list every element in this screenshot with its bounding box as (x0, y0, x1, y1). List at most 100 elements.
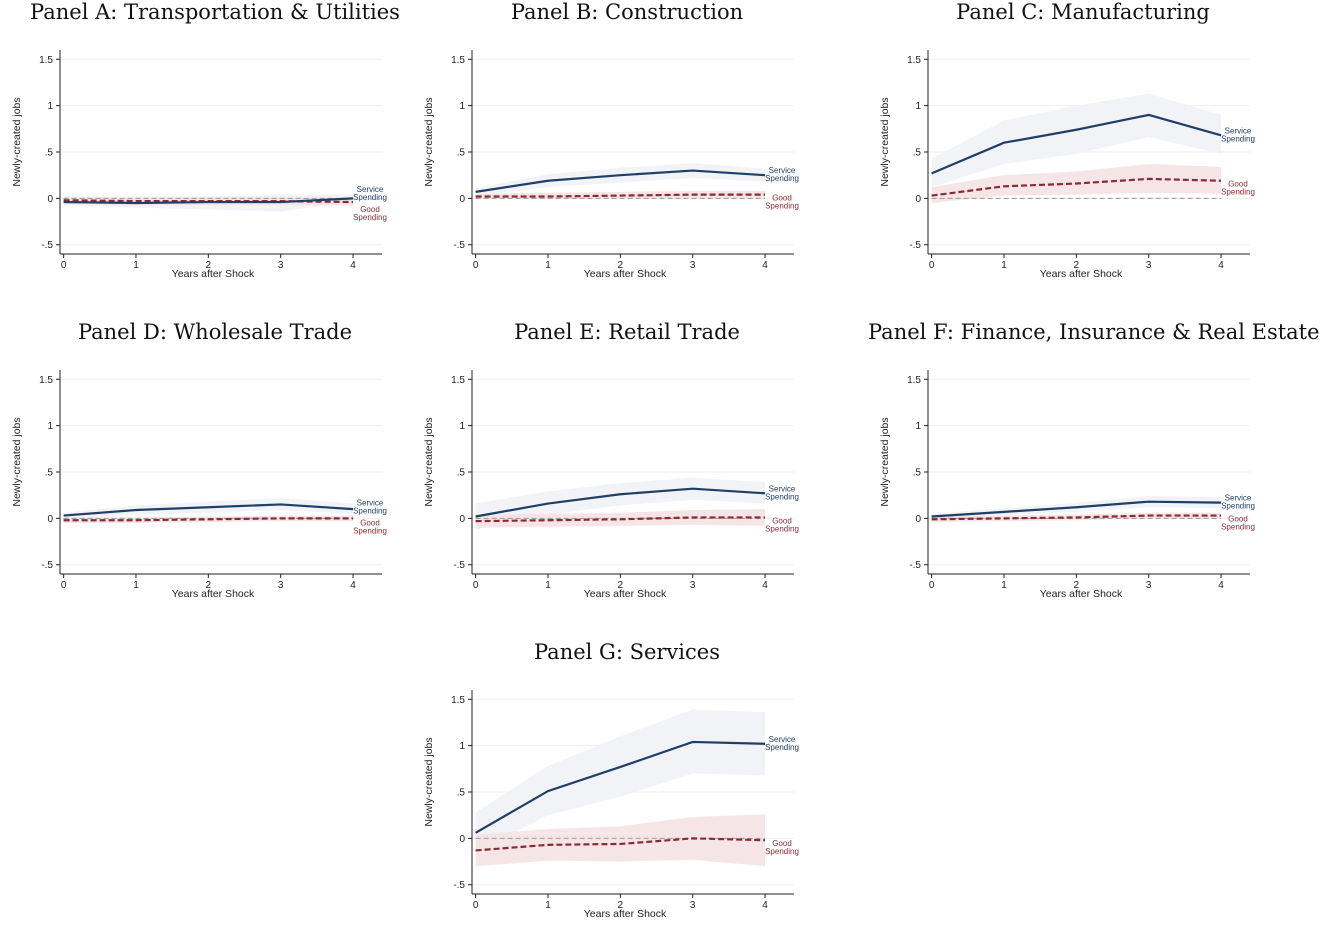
x-tick-label: 2 (206, 260, 212, 271)
x-tick-label: 2 (618, 260, 624, 271)
y-axis-title: Newly-created jobs (879, 97, 891, 186)
x-tick-label: 4 (762, 900, 768, 911)
series-label-line: Good (772, 839, 792, 848)
y-axis-title: Newly-created jobs (11, 97, 23, 186)
service-spending-line (475, 169, 766, 193)
x-tick-label: 2 (618, 900, 624, 911)
service-series-label: Service Spending (765, 166, 799, 183)
series-label-line: Good (360, 205, 380, 214)
y-tick-label: 0 (459, 194, 465, 205)
service-series-label: Service Spending (765, 735, 799, 752)
x-tick-label: 4 (350, 260, 356, 271)
x-tick-label: 0 (929, 580, 935, 591)
good-series-label: Good Spending (765, 839, 799, 856)
x-tick-label: 4 (762, 260, 768, 271)
good-spending-line (931, 514, 1222, 521)
series-label-line: Spending (1221, 502, 1255, 511)
x-tick-label: 0 (473, 260, 479, 271)
y-tick-label: 1.5 (907, 375, 921, 386)
x-axis-title: Years after Shock (172, 588, 255, 600)
service-confidence-band (931, 93, 1222, 188)
series-label-line: Spending (353, 213, 387, 222)
y-tick-label: 1 (915, 421, 921, 432)
chart-panel: Panel F: Finance, Insurance & Real Estat… (868, 320, 1320, 620)
y-tick-label: 1.5 (39, 55, 53, 66)
service-spending-line (931, 500, 1222, 518)
x-tick-label: 1 (133, 260, 139, 271)
y-tick-label: .5 (457, 468, 466, 479)
chart-panel: Panel D: Wholesale Trade Service Spending G… (0, 320, 430, 620)
panel-title: Panel A: Transportation & Utilities (30, 0, 400, 24)
series-label-line: Spending (353, 507, 387, 516)
x-tick-label: 3 (690, 260, 696, 271)
good-spending-line (931, 177, 1222, 197)
y-tick-label: -.5 (453, 560, 465, 571)
y-tick-label: -.5 (41, 560, 53, 571)
panel-title: Panel B: Construction (510, 0, 744, 24)
x-tick-label: 1 (1001, 580, 1007, 591)
x-tick-label: 3 (690, 580, 696, 591)
chart-panel: Panel G: Services Service Spending Good Spen… (412, 640, 842, 940)
y-tick-label: 0 (459, 514, 465, 525)
y-tick-label: -.5 (909, 240, 921, 251)
x-tick-label: 3 (278, 580, 284, 591)
y-tick-label: 1.5 (451, 695, 465, 706)
x-tick-label: 1 (545, 580, 551, 591)
x-tick-label: 1 (1001, 260, 1007, 271)
x-tick-label: 2 (618, 580, 624, 591)
y-axis-title: Newly-created jobs (423, 97, 435, 186)
good-series-label: Good Spending (1221, 180, 1255, 197)
x-tick-label: 2 (1074, 260, 1080, 271)
y-tick-label: 1 (915, 101, 921, 112)
series-label-line: Spending (765, 202, 799, 211)
y-tick-label: 1 (459, 421, 465, 432)
series-label-line: Good (772, 516, 792, 525)
good-spending-line (63, 517, 354, 522)
x-tick-label: 3 (690, 900, 696, 911)
chart-panel: Panel A: Transportation & Utilities Servi… (0, 0, 430, 300)
chart-panel: Panel B: Construction Service Spending Good… (412, 0, 842, 300)
series-label-line: Service (1225, 494, 1252, 503)
good-series-label: Good Spending (353, 205, 387, 222)
good-spending-line (475, 193, 766, 198)
series-label-line: Spending (1221, 523, 1255, 532)
y-tick-label: .5 (45, 468, 54, 479)
y-tick-label: -.5 (41, 240, 53, 251)
x-tick-label: 1 (545, 260, 551, 271)
good-series-label: Good Spending (1221, 515, 1255, 532)
y-tick-label: -.5 (453, 880, 465, 891)
good-series-label: Good Spending (765, 516, 799, 533)
x-tick-label: 1 (545, 900, 551, 911)
y-tick-label: 1 (459, 741, 465, 752)
y-axis-title: Newly-created jobs (423, 417, 435, 506)
series-label-line: Service (769, 166, 796, 175)
y-tick-label: 0 (915, 514, 921, 525)
series-label-line: Good (772, 194, 792, 203)
x-tick-label: 0 (473, 900, 479, 911)
x-tick-label: 2 (1074, 580, 1080, 591)
x-tick-label: 3 (278, 260, 284, 271)
x-tick-label: 4 (350, 580, 356, 591)
y-tick-label: 1.5 (451, 55, 465, 66)
service-series-label: Service Spending (1221, 494, 1255, 511)
x-tick-label: 0 (61, 260, 67, 271)
y-tick-label: .5 (913, 148, 922, 159)
service-spending-line (63, 503, 354, 517)
service-series-label: Service Spending (353, 499, 387, 516)
series-label-line: Spending (1221, 188, 1255, 197)
y-tick-label: .5 (45, 148, 54, 159)
y-tick-label: .5 (457, 788, 466, 799)
x-tick-label: 0 (929, 260, 935, 271)
y-tick-label: -.5 (909, 560, 921, 571)
series-label-line: Spending (765, 492, 799, 501)
good-confidence-band (475, 814, 766, 867)
x-tick-label: 3 (1146, 260, 1152, 271)
y-tick-label: 0 (915, 194, 921, 205)
service-spending-line (475, 487, 766, 518)
service-spending-line (63, 197, 354, 205)
series-label-line: Spending (353, 193, 387, 202)
series-label-line: Spending (765, 174, 799, 183)
